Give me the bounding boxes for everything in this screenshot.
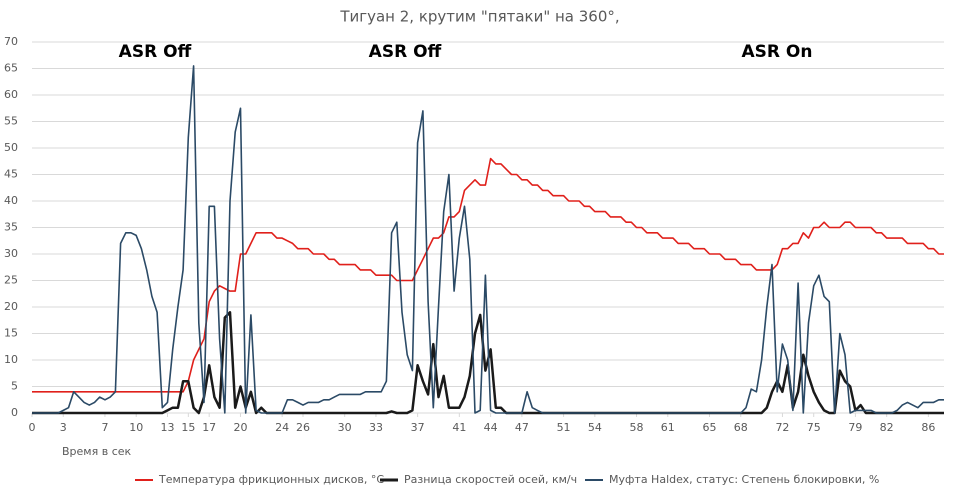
x-tick-label: 72	[775, 421, 789, 434]
x-tick-label: 79	[848, 421, 862, 434]
x-axis-label: Время в сек	[62, 445, 132, 458]
x-tick-label: 17	[202, 421, 216, 434]
x-tick-label: 41	[452, 421, 466, 434]
x-tick-label: 86	[921, 421, 935, 434]
x-tick-label: 51	[557, 421, 571, 434]
series-line	[32, 157, 944, 393]
y-tick-label: 55	[4, 115, 18, 128]
y-tick-label: 5	[11, 380, 18, 393]
y-tick-label: 25	[4, 274, 18, 287]
x-tick-label: 13	[160, 421, 174, 434]
series-line	[32, 65, 944, 414]
x-tick-label: 54	[588, 421, 602, 434]
y-tick-label: 45	[4, 168, 18, 181]
y-tick-label: 20	[4, 300, 18, 313]
y-tick-label: 35	[4, 221, 18, 234]
x-tick-label: 26	[296, 421, 310, 434]
x-tick-label: 75	[807, 421, 821, 434]
x-tick-label: 0	[29, 421, 36, 434]
legend-label: Разница скоростей осей, км/ч	[404, 473, 577, 486]
y-tick-label: 40	[4, 194, 18, 207]
chart-title: Тигуан 2, крутим "пятаки" на 360°,	[339, 8, 619, 26]
legend-label: Муфта Haldex, статус: Степень блокировки…	[609, 473, 879, 486]
y-tick-label: 0	[11, 406, 18, 419]
y-tick-label: 10	[4, 353, 18, 366]
legend-label: Температура фрикционных дисков, °С	[158, 473, 384, 486]
x-tick-label: 15	[181, 421, 195, 434]
x-tick-label: 58	[630, 421, 644, 434]
x-tick-label: 82	[880, 421, 894, 434]
annotation: ASR Off	[119, 42, 192, 62]
x-tick-label: 47	[515, 421, 529, 434]
x-tick-label: 30	[338, 421, 352, 434]
annotation: ASR On	[742, 42, 813, 62]
x-tick-label: 68	[734, 421, 748, 434]
y-tick-label: 30	[4, 247, 18, 260]
x-tick-label: 37	[411, 421, 425, 434]
x-tick-label: 20	[233, 421, 247, 434]
x-tick-label: 61	[661, 421, 675, 434]
x-tick-label: 44	[484, 421, 498, 434]
x-tick-label: 7	[101, 421, 108, 434]
y-tick-label: 15	[4, 327, 18, 340]
x-tick-label: 33	[369, 421, 383, 434]
y-tick-label: 70	[4, 35, 18, 48]
y-tick-label: 65	[4, 62, 18, 75]
x-tick-label: 65	[702, 421, 716, 434]
y-tick-label: 60	[4, 88, 18, 101]
x-tick-label: 10	[129, 421, 143, 434]
y-tick-label: 50	[4, 141, 18, 154]
annotation: ASR Off	[369, 42, 442, 62]
x-tick-label: 3	[60, 421, 67, 434]
x-tick-label: 24	[275, 421, 289, 434]
